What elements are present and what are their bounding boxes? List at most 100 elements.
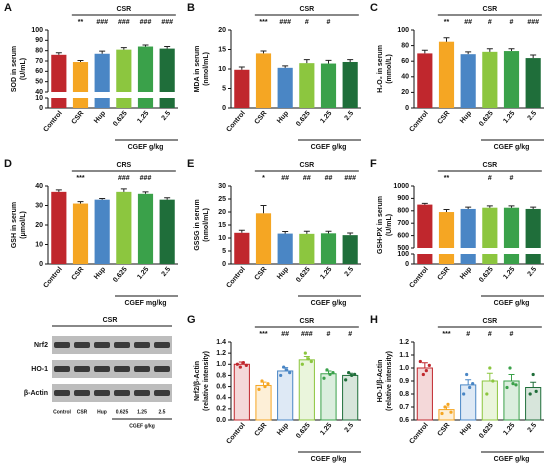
bar (234, 232, 250, 264)
blot-lane-label: 1.25 (137, 409, 147, 415)
bar (137, 46, 154, 92)
data-point (427, 363, 431, 367)
blot-band (114, 366, 130, 372)
y-axis-label: GSH-PX in serum (377, 196, 384, 254)
bar (503, 207, 520, 248)
error-bar (465, 379, 472, 385)
group-label: CGEF g/kg (128, 144, 164, 151)
bar (342, 235, 358, 264)
bracket-label: CSR (299, 6, 314, 13)
y-tick-label: 60 (35, 68, 43, 75)
group-label: CGEF g/kg (311, 144, 347, 151)
x-tick-label: Hup (459, 110, 473, 125)
data-point (306, 357, 310, 361)
data-point (465, 372, 469, 377)
panel-letter: C (370, 2, 378, 14)
significance: ### (140, 19, 152, 26)
y-tick-label: 100 (397, 251, 409, 258)
data-point (418, 359, 422, 364)
panel-letter: H (370, 314, 378, 326)
data-point (505, 385, 509, 390)
bar (342, 61, 358, 108)
bracket-label: CSR (482, 6, 497, 13)
blot-band (114, 390, 130, 396)
blot-row-label: HO-1 (31, 366, 48, 373)
bar (51, 191, 67, 264)
bar (72, 203, 89, 264)
y-axis-label: (μmol/L) (20, 211, 27, 239)
x-tick-label: CSR (437, 110, 452, 126)
bracket-label: CRS (116, 162, 131, 169)
bracket-label: CSR (482, 318, 497, 325)
blot-strip (52, 384, 172, 402)
data-point (244, 363, 248, 367)
x-tick-label: Hup (459, 422, 473, 437)
bar (94, 53, 110, 92)
y-tick-label: 0.6 (399, 417, 409, 424)
error-bar (530, 206, 537, 209)
bar-lower (72, 98, 89, 108)
bar-lower (116, 98, 132, 108)
bar-lower (94, 98, 110, 108)
significance: # (488, 331, 492, 338)
x-tick-label: 0.625 (295, 110, 312, 128)
y-tick-label: 0.8 (216, 372, 226, 379)
error-bar (260, 205, 267, 214)
x-tick-label: 2.5 (343, 110, 355, 122)
x-tick-label: 1.25 (502, 266, 516, 281)
blot-band (74, 366, 90, 372)
blot-lane-label: 2.5 (159, 409, 166, 415)
significance: ### (161, 19, 173, 26)
error-bar (99, 197, 106, 200)
y-axis-label: MDA in serum (194, 46, 201, 93)
bar (159, 48, 175, 92)
bar (525, 58, 541, 108)
y-tick-label: 0.0 (216, 417, 226, 424)
x-tick-label: 2.5 (160, 110, 172, 122)
blot-bracket-label: CSR (103, 317, 118, 324)
x-tick-label: 2.5 (526, 110, 538, 122)
bar (299, 63, 315, 108)
y-tick-label: 30 (35, 202, 43, 209)
significance: ### (96, 19, 108, 26)
y-axis-label: (relative intensity) (386, 351, 393, 411)
data-point (443, 405, 447, 409)
blot-band (54, 390, 70, 396)
significance: *** (259, 19, 267, 26)
significance: ## (281, 331, 289, 338)
y-axis-label: (nmol/mL) (203, 208, 210, 242)
y-tick-label: 0 (39, 261, 43, 268)
y-tick-label: 5 (222, 85, 226, 92)
data-point (424, 369, 428, 373)
error-bar (120, 188, 127, 192)
x-tick-label: 0.625 (478, 266, 495, 284)
y-axis-label: GSSG in serum (194, 199, 201, 250)
significance: ## (464, 19, 472, 26)
error-bar (443, 209, 450, 213)
x-tick-label: CSR (71, 266, 86, 282)
error-bar (142, 44, 149, 47)
x-tick-label: Hup (276, 110, 290, 125)
panel-letter: E (187, 158, 194, 170)
x-tick-label: Hup (459, 266, 473, 281)
bar (298, 359, 315, 421)
y-tick-label: 80 (35, 48, 43, 55)
y-tick-label: 1.1 (399, 352, 409, 359)
x-tick-label: Control (408, 110, 429, 134)
blot-band (94, 390, 110, 396)
y-tick-label: 0 (405, 105, 409, 112)
x-tick-label: 1.25 (319, 110, 333, 125)
y-tick-label: 15 (218, 222, 226, 229)
error-bar (508, 48, 515, 52)
data-point (266, 382, 270, 386)
y-axis-label: SOD in serum (11, 46, 18, 92)
y-tick-label: 100 (31, 27, 43, 34)
significance: ## (281, 175, 289, 182)
bar (94, 199, 110, 264)
x-tick-label: 2.5 (343, 266, 355, 278)
error-bar (99, 50, 106, 54)
x-tick-label: Control (408, 266, 429, 290)
error-bar (421, 49, 428, 54)
bracket-label: CSR (299, 162, 314, 169)
